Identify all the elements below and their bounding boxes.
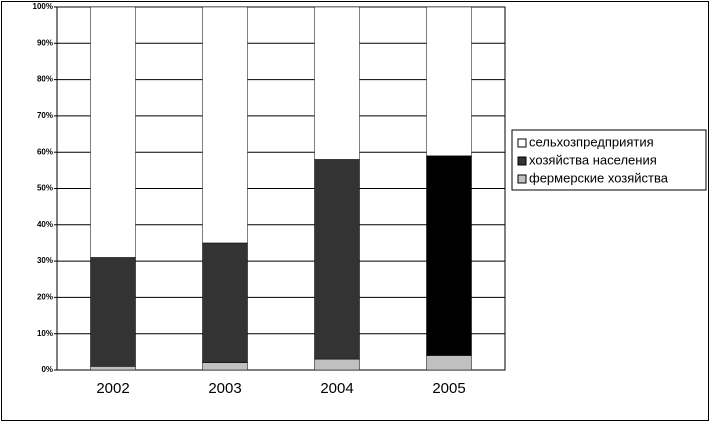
x-tick-label: 2002 [96, 380, 129, 397]
y-tick-label: 100% [33, 2, 53, 11]
y-tick-label: 0% [41, 365, 53, 374]
y-tick-label: 80% [37, 75, 53, 84]
y-tick-label: 10% [37, 329, 53, 338]
y-tick-label: 90% [37, 38, 53, 47]
legend-swatch [517, 138, 527, 148]
x-tick-label: 2004 [320, 380, 353, 397]
bar-segment [202, 242, 248, 363]
y-tick-label: 20% [37, 293, 53, 302]
bar-segment [314, 159, 360, 360]
legend-label: фермерские хозяйства [529, 170, 669, 185]
bar-segment [426, 155, 472, 356]
bar-segment [90, 366, 136, 371]
bar-segment [202, 6, 248, 244]
x-tick-label: 2005 [432, 380, 465, 397]
y-tick-label: 70% [37, 111, 53, 120]
bar-segment [314, 358, 360, 371]
legend-box [511, 129, 707, 191]
y-tick-label: 50% [37, 184, 53, 193]
legend-swatch [517, 174, 527, 184]
y-tick-label: 30% [37, 256, 53, 265]
y-tick-label: 40% [37, 220, 53, 229]
bar-segment [202, 362, 248, 371]
legend-label: хозяйства населения [529, 152, 657, 167]
bar-segment [90, 257, 136, 367]
bar-segment [426, 6, 472, 157]
bar-segment [314, 6, 360, 160]
x-tick-label: 2003 [208, 380, 241, 397]
bar-segment [426, 355, 472, 371]
bar-segment [90, 6, 136, 258]
legend-swatch [517, 156, 527, 166]
y-tick-label: 60% [37, 147, 53, 156]
legend-label: сельхозпредприятия [529, 134, 654, 149]
